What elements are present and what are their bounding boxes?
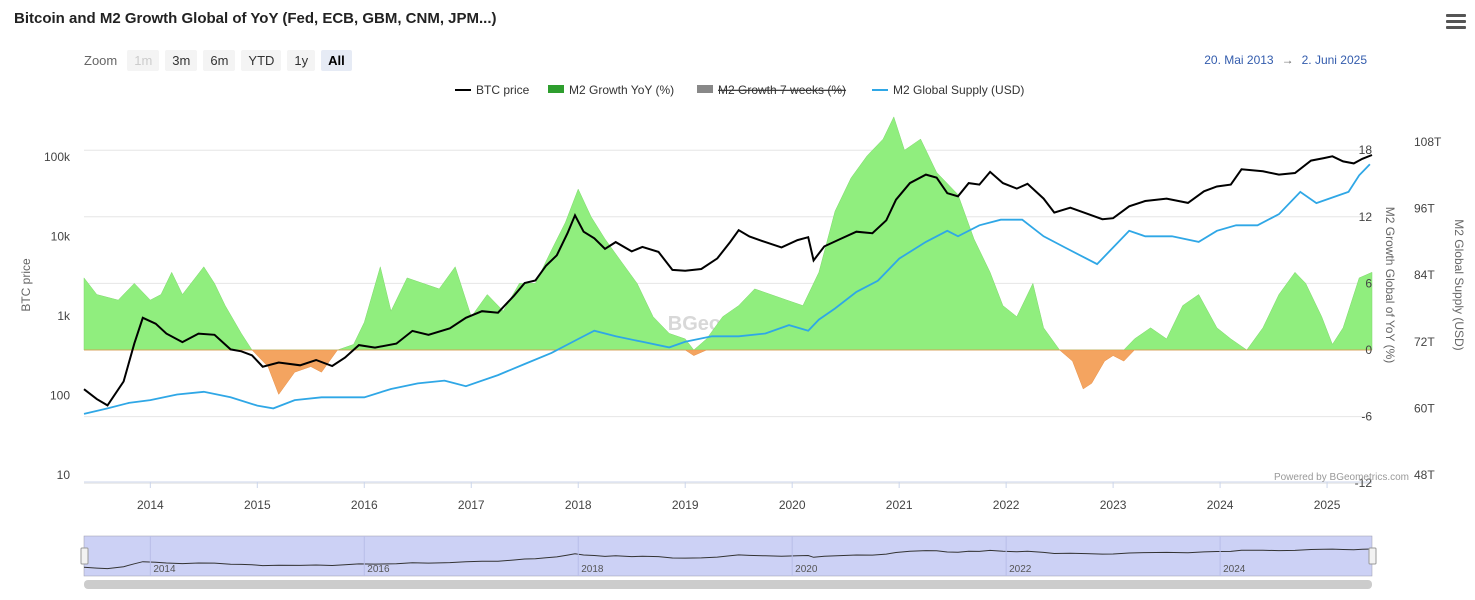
btc-tick-label: 100: [50, 389, 70, 403]
supply-tick-label: 72T: [1414, 335, 1435, 349]
navigator-label: 2018: [581, 564, 604, 575]
zoom-1m-button[interactable]: 1m: [127, 50, 160, 71]
range-to[interactable]: 2. Juni 2025: [1301, 53, 1367, 67]
legend-item-1[interactable]: M2 Growth YoY (%): [548, 83, 674, 97]
navigator-handle-right[interactable]: [1368, 547, 1377, 565]
legend-item-2[interactable]: M2 Growth 7 weeks (%): [697, 83, 846, 97]
x-tick-label: 2025: [1314, 498, 1341, 512]
zoom-ytd-button[interactable]: YTD: [241, 50, 282, 71]
x-tick-label: 2022: [993, 498, 1020, 512]
legend-label: M2 Growth 7 weeks (%): [718, 83, 846, 97]
navigator-handle-left[interactable]: [80, 547, 89, 565]
supply-tick-label: 60T: [1414, 401, 1435, 415]
series-m2-global-supply: [83, 163, 1371, 415]
chart-title: Bitcoin and M2 Growth Global of YoY (Fed…: [14, 10, 497, 27]
legend-label: M2 Growth YoY (%): [569, 83, 674, 97]
supply-tick-label: 108T: [1414, 135, 1442, 149]
x-tick-label: 2019: [672, 498, 699, 512]
supply-axis-title: M2 Global Supply (USD): [1452, 219, 1466, 350]
x-tick-label: 2021: [886, 498, 913, 512]
zoom-all-button[interactable]: All: [321, 50, 352, 71]
legend-item-3[interactable]: M2 Global Supply (USD): [872, 83, 1024, 97]
navigator-label: 2020: [795, 564, 818, 575]
growth-tick-label: -12: [1355, 476, 1373, 490]
legend: BTC price M2 Growth YoY (%) M2 Growth 7 we…: [455, 83, 1024, 97]
legend-label: BTC price: [476, 83, 530, 97]
x-tick-label: 2023: [1100, 498, 1127, 512]
supply-axis: 48T 60T 72T 84T 96T 108T M2 Global Supply (USD…: [1414, 135, 1466, 482]
growth-tick-label: -6: [1361, 410, 1372, 424]
x-tick-label: 2020: [779, 498, 806, 512]
series-m2-growth-negative: [84, 349, 1372, 395]
btc-axis: 10 100 1k 10k 100k BTC price: [19, 150, 71, 482]
chart-credit: Powered by BGeometrics.com: [1274, 472, 1409, 483]
zoom-controls: Zoom 1m 3m 6m YTD 1y All: [84, 50, 352, 71]
growth-axis: -12 -6 0 6 12 18 M2 Growth Global of YoY (%): [1355, 143, 1397, 490]
legend-item-0[interactable]: BTC price: [455, 83, 530, 97]
zoom-1y-button[interactable]: 1y: [287, 50, 316, 71]
x-tick-label: 2024: [1207, 498, 1234, 512]
legend-swatch: [697, 85, 713, 93]
growth-tick-label: 0: [1365, 343, 1372, 357]
x-tick-label: 2018: [565, 498, 592, 512]
growth-tick-label: 18: [1359, 143, 1373, 157]
series-btc-price: [83, 154, 1373, 407]
btc-axis-title: BTC price: [19, 258, 33, 312]
growth-axis-title: M2 Growth Global of YoY (%): [1383, 207, 1397, 364]
legend-label: M2 Global Supply (USD): [893, 83, 1024, 97]
navigator-label: 2016: [367, 564, 390, 575]
growth-tick-label: 6: [1365, 276, 1372, 290]
x-tick-label: 2017: [458, 498, 485, 512]
x-tick-label: 2016: [351, 498, 378, 512]
navigator-label: 2024: [1223, 564, 1246, 575]
range-from[interactable]: 20. Mai 2013: [1204, 53, 1274, 67]
x-tick-label: 2014: [137, 498, 164, 512]
range-arrow: →: [1281, 53, 1294, 67]
x-axis-ticks: 2014 2015 2016 2017 2018 2019 2020 2021 2022 2023…: [137, 482, 1341, 512]
btc-tick-label: 1k: [57, 309, 71, 323]
date-range: 20. Mai 2013 → 2. Juni 2025: [1204, 53, 1367, 67]
navigator-label: 2014: [153, 564, 176, 575]
supply-tick-label: 48T: [1414, 468, 1435, 482]
zoom-6m-button[interactable]: 6m: [203, 50, 236, 71]
navigator-series: [83, 548, 1373, 570]
navigator: 2014 2016 2018 2020 2022 2024: [80, 535, 1377, 589]
x-tick-label: 2015: [244, 498, 271, 512]
legend-swatch: [548, 85, 564, 93]
navigator-label: 2022: [1009, 564, 1032, 575]
btc-tick-label: 10k: [51, 230, 71, 244]
navigator-scrollbar[interactable]: [84, 580, 1372, 589]
chart-menu-icon[interactable]: [1446, 14, 1466, 30]
zoom-3m-button[interactable]: 3m: [165, 50, 198, 71]
btc-tick-label: 100k: [44, 150, 71, 164]
growth-tick-label: 12: [1359, 210, 1373, 224]
supply-tick-label: 96T: [1414, 202, 1435, 216]
series-m2-growth-positive: [83, 116, 1373, 351]
btc-tick-label: 10: [57, 468, 71, 482]
zoom-label: Zoom: [84, 53, 118, 68]
supply-tick-label: 84T: [1414, 268, 1435, 282]
